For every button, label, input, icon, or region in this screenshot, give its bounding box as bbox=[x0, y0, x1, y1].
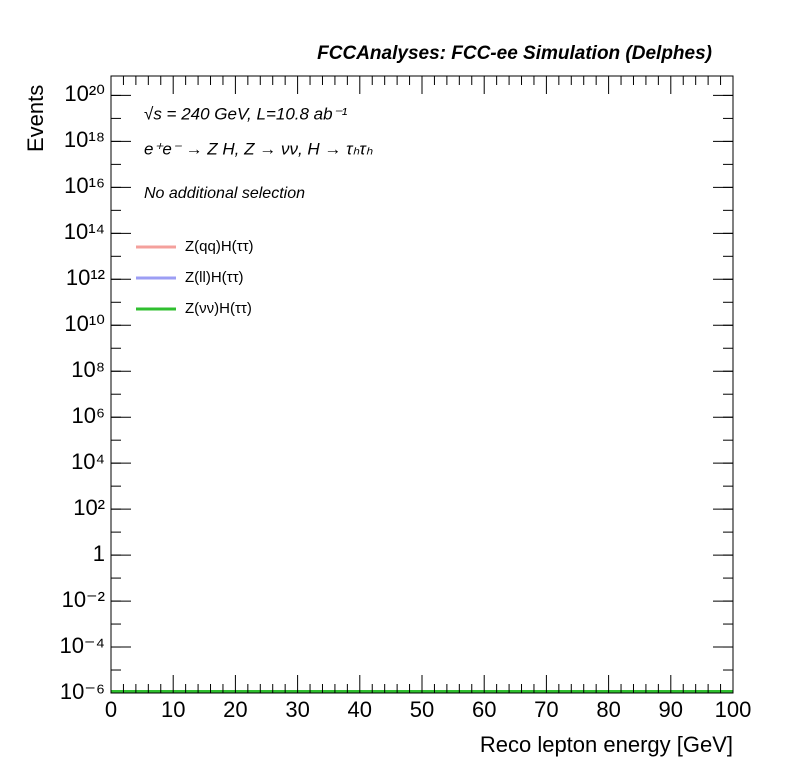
x-tick-label: 50 bbox=[410, 697, 434, 722]
y-tick-label: 10⁶ bbox=[71, 403, 105, 428]
y-tick-label: 10⁻⁴ bbox=[59, 633, 105, 658]
annotation: No additional selection bbox=[144, 185, 305, 202]
y-tick-label: 10¹² bbox=[66, 265, 105, 290]
chart-title: FCCAnalyses: FCC-ee Simulation (Delphes) bbox=[317, 43, 712, 64]
annotation: √s = 240 GeV, L=10.8 ab⁻¹ bbox=[144, 104, 348, 123]
legend-label: Z(qq)H(ττ) bbox=[185, 238, 254, 255]
x-tick-label: 80 bbox=[596, 697, 620, 722]
y-tick-label: 10⁸ bbox=[71, 357, 105, 382]
annotation: e⁺e⁻ → Z H, Z → νν, H → τₕτₕ bbox=[144, 139, 373, 158]
x-tick-label: 70 bbox=[534, 697, 558, 722]
x-tick-label: 0 bbox=[105, 697, 117, 722]
y-tick-label: 10⁻² bbox=[62, 587, 105, 612]
x-tick-label: 90 bbox=[659, 697, 683, 722]
x-tick-label: 30 bbox=[285, 697, 309, 722]
y-tick-label: 10⁻⁶ bbox=[60, 679, 105, 704]
legend-label: Z(ll)H(ττ) bbox=[185, 269, 244, 286]
x-tick-label: 20 bbox=[223, 697, 247, 722]
y-tick-label: 10²⁰ bbox=[64, 81, 105, 106]
y-tick-label: 10¹⁸ bbox=[64, 127, 105, 152]
x-axis-label: Reco lepton energy [GeV] bbox=[480, 732, 733, 757]
y-tick-label: 10¹⁰ bbox=[64, 311, 105, 336]
x-tick-label: 40 bbox=[348, 697, 372, 722]
y-tick-label: 1 bbox=[93, 541, 105, 566]
x-tick-label: 60 bbox=[472, 697, 496, 722]
y-axis-label: Events bbox=[23, 85, 48, 152]
x-tick-label: 100 bbox=[715, 697, 752, 722]
y-tick-label: 10⁴ bbox=[71, 449, 105, 474]
y-tick-label: 10² bbox=[73, 495, 105, 520]
x-tick-label: 10 bbox=[161, 697, 185, 722]
y-tick-label: 10¹⁴ bbox=[64, 219, 105, 244]
legend-label: Z(νν)H(ττ) bbox=[185, 300, 252, 317]
y-tick-label: 10¹⁶ bbox=[64, 173, 105, 198]
